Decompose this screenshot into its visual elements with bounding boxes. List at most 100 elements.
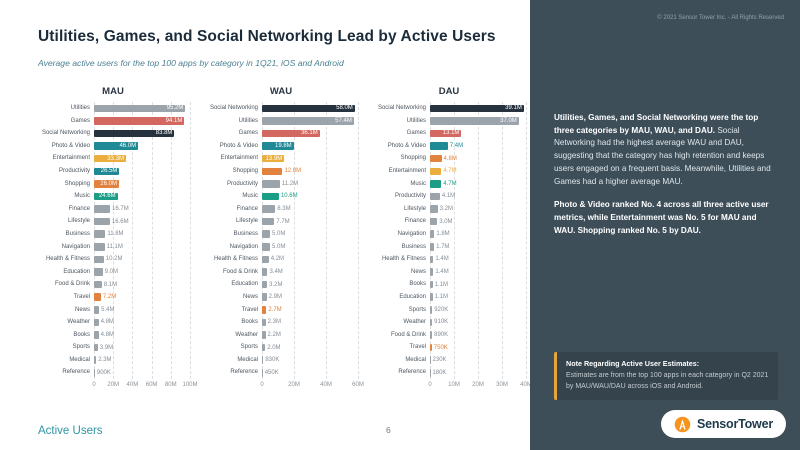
axis-tick-label: 40M — [126, 382, 139, 389]
gridline — [326, 102, 327, 380]
bar-row: 7.4M — [430, 140, 526, 153]
bar-travel — [94, 293, 101, 301]
bar-travel — [262, 306, 267, 314]
bar-row: 3.4M — [262, 266, 358, 279]
bar-food-drink — [94, 280, 102, 289]
bar-photo-video: 19.8M — [262, 142, 294, 150]
bar-finance — [430, 217, 438, 226]
gridline — [151, 102, 153, 380]
bar-row: 94.1M — [94, 115, 190, 128]
gridline — [262, 102, 263, 380]
page-title: Utilities, Games, and Social Networking … — [38, 28, 496, 45]
bar-row: 450K — [262, 366, 358, 379]
category-label: Business — [233, 230, 258, 237]
charts-container: MAU Utilities Games Social Networking Photo… — [36, 86, 532, 391]
bar-food-drink — [430, 331, 433, 339]
bar-value-label: 7.7M — [276, 218, 290, 225]
bar-medical — [262, 356, 264, 364]
bar-row: 1.4M — [430, 266, 526, 279]
bar-value-label: 4.1M — [441, 193, 456, 200]
bar-games: 94.1M — [94, 117, 185, 125]
category-label: Lifestyle — [67, 218, 90, 225]
bar-row: 37.0M — [430, 115, 526, 128]
bar-value-label: 7.2M — [102, 294, 117, 301]
category-label: Navigation — [229, 243, 258, 250]
bar-value-label: 4.8M — [100, 319, 114, 326]
category-label: Health & Fitness — [213, 256, 258, 263]
category-label: Social Networking — [377, 105, 426, 111]
category-label: Reference — [230, 369, 258, 376]
bars-column: 39.1M 37.0M 13.1M 7.4M 4.8M 4.7M 4.7M 4.1M 3.2M 3… — [430, 102, 526, 379]
category-label: Weather — [235, 331, 258, 338]
bar-value-label: 37.0M — [500, 117, 517, 124]
bar-shopping: 26.0M — [94, 180, 119, 188]
bar-utilities: 95.2M — [94, 104, 186, 113]
x-axis: 0 20M 40M 60M 80M 100M — [92, 381, 197, 391]
bar-music: 24.6M — [94, 192, 118, 201]
category-label: News — [410, 268, 426, 275]
bar-education — [262, 280, 268, 289]
bars-column: 58.0M 57.4M 36.1M 19.8M 13.9M 12.8M 11.2M 10.6M… — [262, 102, 358, 379]
bar-productivity: 26.5M — [94, 167, 120, 176]
category-label: News — [242, 293, 258, 300]
category-label: Photo & Video — [387, 142, 426, 149]
category-label: Weather — [403, 319, 426, 326]
bar-value-label: 3.4M — [269, 269, 283, 276]
category-label: Sports — [240, 344, 258, 351]
bar-row: 4.8M — [430, 152, 526, 165]
bar-row: 11.2M — [262, 178, 358, 191]
bar-value-label: 26.0M — [100, 180, 117, 187]
bar-productivity — [430, 192, 440, 201]
bar-navigation — [94, 243, 105, 251]
bar-value-label: 3.2M — [269, 281, 283, 288]
bar-row: 24.6M — [94, 190, 190, 203]
bar-row: 1.8M — [430, 228, 526, 241]
bar-music — [430, 180, 442, 188]
chart-mau: MAU Utilities Games Social Networking Photo… — [36, 86, 198, 391]
bar-row: 2.7M — [262, 304, 358, 317]
bar-value-label: 46.0M — [119, 143, 137, 150]
category-label: Shopping — [64, 180, 90, 187]
category-label: Travel — [409, 344, 426, 351]
bar-lifestyle — [94, 217, 110, 226]
bar-value-label: 19.8M — [274, 143, 292, 150]
category-label: Photo & Video — [51, 142, 90, 149]
category-label: Productivity — [226, 180, 258, 187]
gridline — [454, 102, 455, 380]
note-body: Estimates are from the top 100 apps in e… — [566, 372, 769, 390]
bar-value-label: 180K — [432, 369, 447, 376]
category-label: Entertainment — [52, 155, 90, 162]
category-labels-column: Social Networking Utilities Games Photo & V… — [372, 102, 430, 379]
summary-panel: © 2021 Sensor Tower Inc. - All Rights Re… — [530, 0, 800, 450]
bar-row: 3.0M — [430, 215, 526, 228]
gridlines — [430, 102, 527, 380]
bar-row: 16.6M — [94, 215, 190, 228]
bar-value-label: 230K — [432, 357, 447, 364]
bar-row: 11.8M — [94, 228, 190, 241]
bar-medical — [430, 356, 431, 364]
bar-row: 2.2M — [262, 329, 358, 342]
bar-reference — [262, 369, 263, 377]
bar-row: 7.7M — [262, 215, 358, 228]
bar-value-label: 9.0M — [104, 269, 118, 276]
gridline — [170, 102, 172, 380]
bar-value-label: 3.9M — [99, 344, 114, 351]
bar-business — [430, 243, 435, 251]
category-label: Navigation — [61, 243, 90, 250]
axis-tick-label: 100M — [182, 382, 198, 389]
bar-value-label: 16.7M — [112, 206, 129, 213]
summary-paragraph-1-rest: Social Networking had the highest averag… — [554, 125, 771, 186]
bar-row: 8.3M — [262, 203, 358, 216]
bar-value-label: 95.2M — [166, 105, 184, 112]
bar-value-label: 2.9M — [268, 294, 282, 301]
x-axis: 0 20M 40M 60M — [260, 381, 364, 391]
bar-row: 3.9M — [94, 341, 190, 354]
bar-entertainment: 13.9M — [262, 154, 285, 163]
chart-title: MAU — [102, 86, 124, 97]
bar-utilities: 57.4M — [262, 117, 354, 125]
bar-row: 5.4M — [94, 304, 190, 317]
category-label: Productivity — [58, 167, 90, 174]
bar-value-label: 5.0M — [272, 231, 286, 238]
category-labels-column: Social Networking Utilities Games Photo & V… — [204, 102, 262, 379]
